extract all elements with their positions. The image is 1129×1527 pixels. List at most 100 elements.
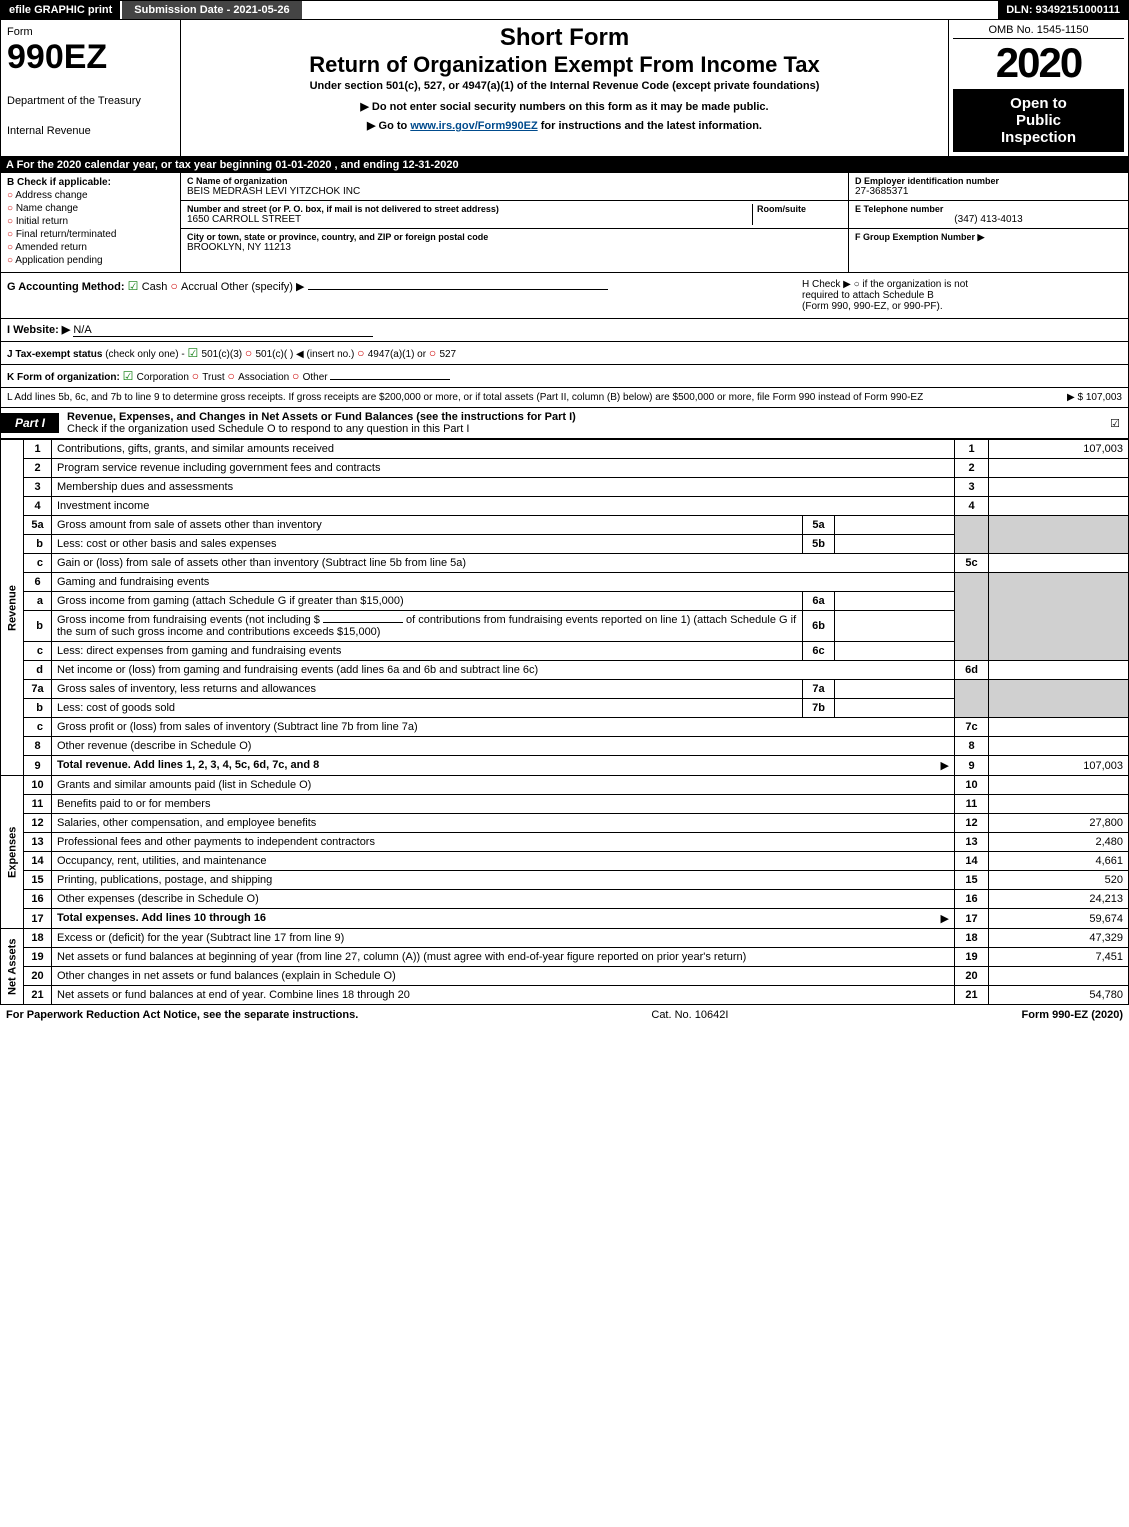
open-line3: Inspection xyxy=(955,129,1122,146)
desc-5b: Less: cost or other basis and sales expe… xyxy=(52,535,803,554)
footer-form-ref: Form 990-EZ (2020) xyxy=(1022,1009,1123,1021)
desc-9: Total revenue. Add lines 1, 2, 3, 4, 5c,… xyxy=(52,756,955,776)
num-14: 14 xyxy=(955,852,989,871)
num-17: 17 xyxy=(955,909,989,929)
desc-19: Net assets or fund balances at beginning… xyxy=(52,948,955,967)
chk-amended-return[interactable]: Amended return xyxy=(7,242,174,253)
desc-6d: Net income or (loss) from gaming and fun… xyxy=(52,661,955,680)
num-12: 12 xyxy=(955,814,989,833)
num-1: 1 xyxy=(955,440,989,459)
chk-501c3[interactable]: 501(c)(3) xyxy=(187,349,242,360)
phone-row: E Telephone number (347) 413-4013 xyxy=(849,201,1128,229)
num-19: 19 xyxy=(955,948,989,967)
num-10: 10 xyxy=(955,776,989,795)
desc-18: Excess or (deficit) for the year (Subtra… xyxy=(52,929,955,948)
val-2 xyxy=(989,459,1129,478)
desc-13: Professional fees and other payments to … xyxy=(52,833,955,852)
side-expenses: Expenses xyxy=(1,776,24,929)
val-10 xyxy=(989,776,1129,795)
num-11: 11 xyxy=(955,795,989,814)
subval-5a xyxy=(835,516,955,535)
chk-cash[interactable]: Cash xyxy=(128,281,168,293)
val-7c xyxy=(989,718,1129,737)
chk-initial-return[interactable]: Initial return xyxy=(7,216,174,227)
desc-17-text: Total expenses. Add lines 10 through 16 xyxy=(57,912,266,924)
ln-5c: c xyxy=(24,554,52,573)
ln-6a: a xyxy=(24,592,52,611)
desc-15: Printing, publications, postage, and shi… xyxy=(52,871,955,890)
sub-6a: 6a xyxy=(803,592,835,611)
input-6b-amount[interactable] xyxy=(323,622,403,623)
chk-527[interactable]: 527 xyxy=(429,349,456,360)
sub-7b: 7b xyxy=(803,699,835,718)
goto-line: ▶ Go to www.irs.gov/Form990EZ for instru… xyxy=(189,119,940,132)
chk-trust[interactable]: Trust xyxy=(192,372,225,383)
g-label: G Accounting Method: xyxy=(7,281,125,293)
num-13: 13 xyxy=(955,833,989,852)
chk-4947[interactable]: 4947(a)(1) or xyxy=(357,349,426,360)
desc-6b: Gross income from fundraising events (no… xyxy=(52,611,803,642)
form-header: Form 990EZ Department of the Treasury In… xyxy=(0,20,1129,157)
header-right: OMB No. 1545-1150 2020 Open to Public In… xyxy=(948,20,1128,156)
num-3: 3 xyxy=(955,478,989,497)
g-other: Other (specify) ▶ xyxy=(221,281,305,293)
num-9: 9 xyxy=(955,756,989,776)
shade-7ab xyxy=(955,680,989,718)
chk-address-change[interactable]: Address change xyxy=(7,190,174,201)
chk-application-pending[interactable]: Application pending xyxy=(7,255,174,266)
k-other-input[interactable] xyxy=(330,379,450,380)
part1-checkbox[interactable]: ☑ xyxy=(1110,417,1128,430)
l-text: L Add lines 5b, 6c, and 7b to line 9 to … xyxy=(7,392,923,403)
k-label: K Form of organization: xyxy=(7,372,120,383)
k-row: K Form of organization: Corporation Trus… xyxy=(0,365,1129,388)
val-9: 107,003 xyxy=(989,756,1129,776)
chk-final-return[interactable]: Final return/terminated xyxy=(7,229,174,240)
ln-15: 15 xyxy=(24,871,52,890)
irs-link[interactable]: www.irs.gov/Form990EZ xyxy=(410,120,537,132)
shadeval-7ab xyxy=(989,680,1129,718)
org-name-label: C Name of organization xyxy=(187,176,842,186)
tax-year: 2020 xyxy=(953,39,1124,87)
val-6d xyxy=(989,661,1129,680)
shadeval-6 xyxy=(989,573,1129,661)
chk-501c[interactable]: 501(c)( ) ◀ (insert no.) xyxy=(245,349,354,360)
goto-pre: ▶ Go to xyxy=(367,120,410,132)
part1-table: Revenue 1 Contributions, gifts, grants, … xyxy=(0,439,1129,1005)
return-title: Return of Organization Exempt From Incom… xyxy=(189,52,940,78)
sub-7a: 7a xyxy=(803,680,835,699)
form-label: Form xyxy=(7,26,174,38)
g-other-input[interactable] xyxy=(308,289,608,290)
street-row: Number and street (or P. O. box, if mail… xyxy=(181,201,848,229)
val-3 xyxy=(989,478,1129,497)
desc-7c: Gross profit or (loss) from sales of inv… xyxy=(52,718,955,737)
val-20 xyxy=(989,967,1129,986)
desc-8: Other revenue (describe in Schedule O) xyxy=(52,737,955,756)
shade-5ab xyxy=(955,516,989,554)
subval-6c xyxy=(835,642,955,661)
desc-12: Salaries, other compensation, and employ… xyxy=(52,814,955,833)
street-label: Number and street (or P. O. box, if mail… xyxy=(187,204,752,214)
ln-19: 19 xyxy=(24,948,52,967)
chk-name-change[interactable]: Name change xyxy=(7,203,174,214)
sub-6c: 6c xyxy=(803,642,835,661)
topbar: efile GRAPHIC print Submission Date - 20… xyxy=(0,0,1129,20)
val-19: 7,451 xyxy=(989,948,1129,967)
desc-9-text: Total revenue. Add lines 1, 2, 3, 4, 5c,… xyxy=(57,759,319,771)
short-form-title: Short Form xyxy=(189,24,940,52)
chk-other-org[interactable]: Other xyxy=(292,372,328,383)
ln-14: 14 xyxy=(24,852,52,871)
ln-6: 6 xyxy=(24,573,52,592)
header-left: Form 990EZ Department of the Treasury In… xyxy=(1,20,181,156)
chk-accrual[interactable]: Accrual xyxy=(170,281,217,293)
website-value: N/A xyxy=(73,324,373,337)
h-line2: required to attach Schedule B xyxy=(802,290,1122,301)
num-15: 15 xyxy=(955,871,989,890)
ln-2: 2 xyxy=(24,459,52,478)
desc-14: Occupancy, rent, utilities, and maintena… xyxy=(52,852,955,871)
ssn-warning: ▶ Do not enter social security numbers o… xyxy=(189,100,940,113)
chk-association[interactable]: Association xyxy=(228,372,290,383)
j-row: J Tax-exempt status (check only one) - 5… xyxy=(0,342,1129,365)
val-5c xyxy=(989,554,1129,573)
chk-corporation[interactable]: Corporation xyxy=(123,372,189,383)
city-row: City or town, state or province, country… xyxy=(181,229,848,256)
